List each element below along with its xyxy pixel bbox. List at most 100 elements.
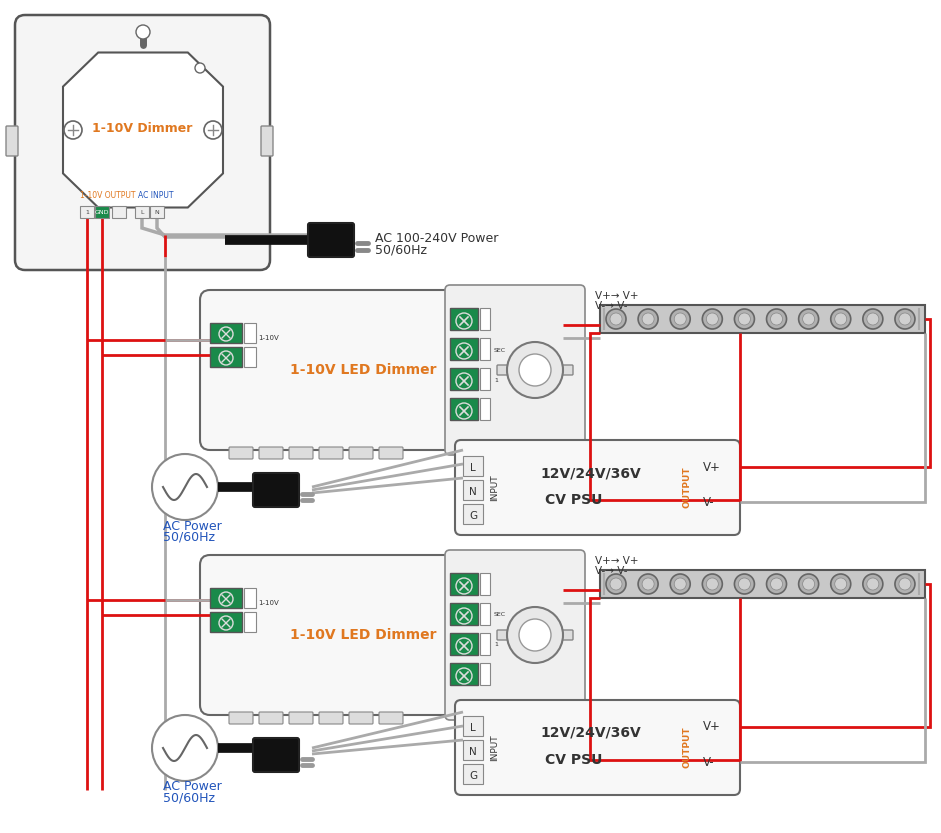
Circle shape xyxy=(863,309,883,329)
FancyBboxPatch shape xyxy=(135,206,149,218)
FancyBboxPatch shape xyxy=(450,308,478,330)
FancyBboxPatch shape xyxy=(308,223,354,257)
Text: CV PSU: CV PSU xyxy=(545,753,602,767)
Circle shape xyxy=(803,313,815,325)
Text: 50/60Hz: 50/60Hz xyxy=(163,791,215,805)
Circle shape xyxy=(152,454,218,520)
FancyBboxPatch shape xyxy=(463,504,483,524)
Text: V-: V- xyxy=(703,756,714,769)
Text: CV PSU: CV PSU xyxy=(545,493,602,507)
FancyBboxPatch shape xyxy=(80,206,94,218)
FancyBboxPatch shape xyxy=(450,663,478,685)
Circle shape xyxy=(519,619,551,651)
Circle shape xyxy=(739,578,750,590)
Circle shape xyxy=(831,309,851,329)
FancyBboxPatch shape xyxy=(210,612,242,632)
FancyBboxPatch shape xyxy=(450,633,478,655)
Text: L: L xyxy=(140,210,144,215)
FancyBboxPatch shape xyxy=(6,126,18,156)
Circle shape xyxy=(642,313,654,325)
FancyBboxPatch shape xyxy=(480,663,490,685)
Circle shape xyxy=(606,574,626,594)
Text: OUTPUT: OUTPUT xyxy=(682,726,692,768)
Circle shape xyxy=(638,574,658,594)
Circle shape xyxy=(734,574,755,594)
Text: V-→ V-: V-→ V- xyxy=(595,301,628,311)
FancyBboxPatch shape xyxy=(229,712,253,724)
Text: 1: 1 xyxy=(494,377,498,382)
Circle shape xyxy=(610,313,622,325)
Circle shape xyxy=(899,313,911,325)
FancyBboxPatch shape xyxy=(210,588,242,608)
Circle shape xyxy=(507,342,563,398)
Circle shape xyxy=(219,351,233,365)
Text: 1-10V Dimmer: 1-10V Dimmer xyxy=(92,122,192,134)
FancyBboxPatch shape xyxy=(463,716,483,736)
Circle shape xyxy=(835,313,847,325)
Circle shape xyxy=(219,592,233,606)
Circle shape xyxy=(674,313,686,325)
Circle shape xyxy=(456,638,472,654)
Circle shape xyxy=(456,373,472,389)
Circle shape xyxy=(670,309,690,329)
Text: G: G xyxy=(469,771,477,781)
Circle shape xyxy=(219,327,233,341)
Text: GND: GND xyxy=(95,210,109,215)
Text: 1-10V: 1-10V xyxy=(258,335,279,341)
Circle shape xyxy=(863,574,883,594)
FancyBboxPatch shape xyxy=(450,368,478,390)
FancyBboxPatch shape xyxy=(200,290,580,450)
Circle shape xyxy=(799,309,819,329)
FancyBboxPatch shape xyxy=(480,633,490,655)
Text: AC 100-240V Power: AC 100-240V Power xyxy=(375,232,499,245)
FancyBboxPatch shape xyxy=(253,473,299,507)
FancyBboxPatch shape xyxy=(497,365,509,375)
Text: V+: V+ xyxy=(703,721,721,734)
Circle shape xyxy=(638,309,658,329)
FancyBboxPatch shape xyxy=(244,588,256,608)
Circle shape xyxy=(519,354,551,386)
Circle shape xyxy=(152,715,218,781)
Circle shape xyxy=(204,121,222,139)
Circle shape xyxy=(456,578,472,594)
Text: N: N xyxy=(154,210,159,215)
FancyBboxPatch shape xyxy=(95,206,109,218)
Text: L: L xyxy=(470,463,476,473)
FancyBboxPatch shape xyxy=(480,398,490,420)
Text: AC INPUT: AC INPUT xyxy=(138,191,173,199)
Circle shape xyxy=(642,578,654,590)
Text: 1-10V LED Dimmer: 1-10V LED Dimmer xyxy=(290,363,437,377)
Circle shape xyxy=(195,63,205,73)
FancyBboxPatch shape xyxy=(561,630,573,640)
Text: L: L xyxy=(470,723,476,733)
FancyBboxPatch shape xyxy=(463,764,483,784)
Text: V-: V- xyxy=(703,496,714,508)
Polygon shape xyxy=(63,52,223,207)
FancyBboxPatch shape xyxy=(450,573,478,595)
Text: AC Power: AC Power xyxy=(163,781,222,794)
FancyBboxPatch shape xyxy=(463,456,483,476)
Circle shape xyxy=(702,574,723,594)
FancyBboxPatch shape xyxy=(112,206,126,218)
FancyBboxPatch shape xyxy=(349,712,373,724)
Text: OUTPUT: OUTPUT xyxy=(682,466,692,508)
Text: 50/60Hz: 50/60Hz xyxy=(163,531,215,543)
Text: 1-10V LED Dimmer: 1-10V LED Dimmer xyxy=(290,628,437,642)
Text: AC Power: AC Power xyxy=(163,520,222,532)
FancyBboxPatch shape xyxy=(463,480,483,500)
Circle shape xyxy=(64,121,82,139)
Circle shape xyxy=(799,574,819,594)
FancyBboxPatch shape xyxy=(319,447,343,459)
Circle shape xyxy=(739,313,750,325)
FancyBboxPatch shape xyxy=(210,347,242,367)
FancyBboxPatch shape xyxy=(244,323,256,343)
FancyBboxPatch shape xyxy=(480,368,490,390)
Circle shape xyxy=(606,309,626,329)
FancyBboxPatch shape xyxy=(480,308,490,330)
FancyBboxPatch shape xyxy=(253,738,299,772)
FancyBboxPatch shape xyxy=(450,398,478,420)
Circle shape xyxy=(456,313,472,329)
Text: V+→ V+: V+→ V+ xyxy=(595,291,639,301)
Circle shape xyxy=(899,578,911,590)
Circle shape xyxy=(767,309,787,329)
